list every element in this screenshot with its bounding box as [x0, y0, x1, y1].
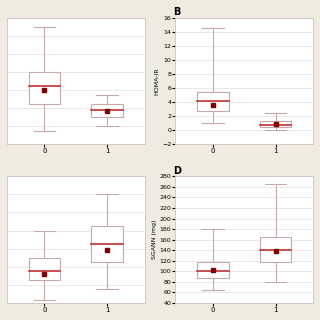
Bar	[92, 226, 123, 262]
Text: B: B	[172, 7, 180, 17]
Bar	[29, 258, 60, 280]
Bar	[197, 92, 228, 110]
Bar	[197, 262, 228, 277]
Bar	[260, 237, 291, 262]
Bar	[260, 121, 291, 127]
Y-axis label: SGANN (mg): SGANN (mg)	[152, 220, 156, 259]
Y-axis label: HOMA-IR: HOMA-IR	[154, 67, 159, 95]
Bar	[92, 104, 123, 117]
Text: D: D	[172, 165, 180, 176]
Bar	[29, 72, 60, 104]
